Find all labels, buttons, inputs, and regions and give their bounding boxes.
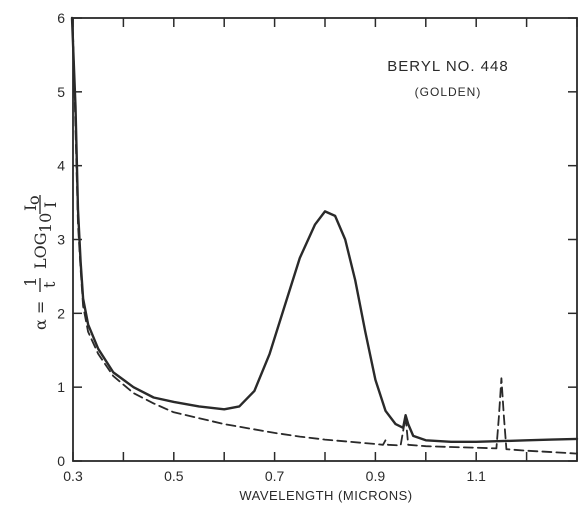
y-label-i0: I <box>21 205 40 211</box>
tick-marks: 0.3 0.5 0.7 0.9 1.1 0 1 2 3 4 5 6 <box>57 10 578 484</box>
y-label-i: I <box>41 202 60 208</box>
y-label-one: 1 <box>21 277 40 287</box>
x-tick-label: 0.9 <box>366 468 386 484</box>
y-label-t: t <box>40 281 59 288</box>
series-lines <box>70 16 579 455</box>
x-tick-label: 0.3 <box>63 468 83 484</box>
y-tick-label: 1 <box>57 379 65 395</box>
y-tick-label: 4 <box>57 158 65 174</box>
annotation-subtitle: (GOLDEN) <box>415 85 482 99</box>
series-solid-line <box>70 16 579 443</box>
y-axis-label: α = 1 t LOG 10 I o I <box>21 195 60 330</box>
y-tick-label: 5 <box>57 84 65 100</box>
y-label-alpha: α = <box>31 301 50 330</box>
y-tick-label: 3 <box>57 232 65 248</box>
x-tick-label: 0.7 <box>265 468 285 484</box>
x-axis-label: WAVELENGTH (MICRONS) <box>239 488 412 503</box>
y-tick-label: 2 <box>57 305 65 321</box>
x-tick-label: 0.5 <box>164 468 184 484</box>
y-label-log: LOG <box>31 232 50 269</box>
x-tick-label: 1.1 <box>466 468 486 484</box>
annotation-title: BERYL NO. 448 <box>387 58 508 75</box>
y-label-log-sub: 10 <box>36 213 55 233</box>
y-label-i0-sub: o <box>24 195 43 205</box>
y-tick-label: 6 <box>57 10 65 26</box>
series-dashed-line <box>72 31 578 455</box>
y-tick-label: 0 <box>57 453 65 469</box>
